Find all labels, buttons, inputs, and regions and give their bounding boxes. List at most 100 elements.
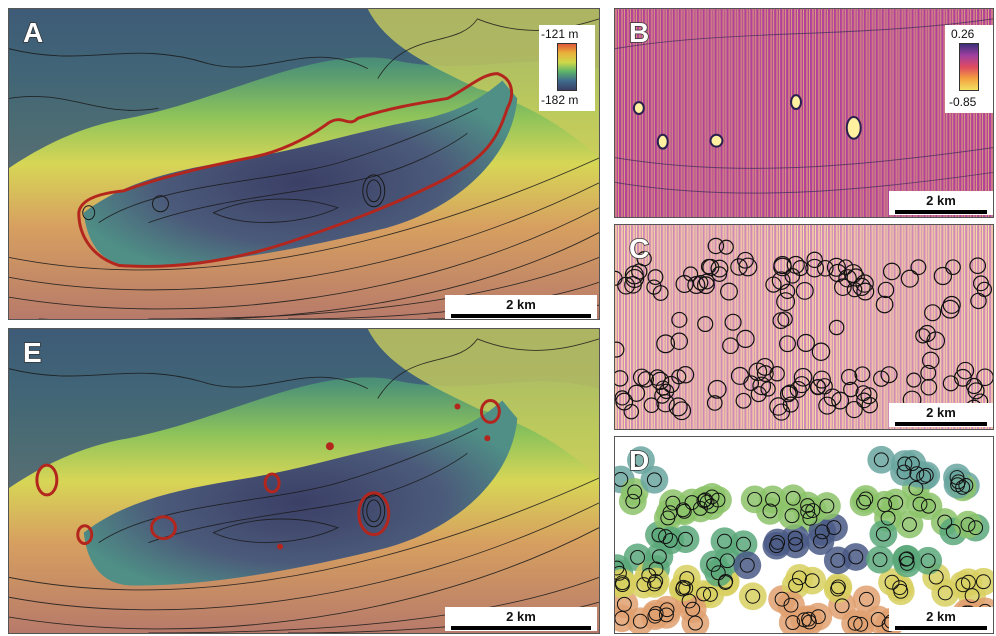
detection-circle (648, 606, 664, 622)
detection-circle (646, 472, 662, 488)
detection-circle (683, 266, 699, 282)
density-blob (704, 558, 733, 587)
detection-circle (910, 259, 927, 276)
panel-letter: E (22, 336, 42, 369)
detection-circle (834, 278, 852, 297)
detection-circle (777, 311, 793, 327)
detection-circle (788, 577, 804, 593)
detection-circle (736, 251, 754, 269)
detection-circle (647, 576, 662, 592)
detection-circle (788, 537, 804, 552)
detection-circle (658, 607, 674, 623)
detection-circle (969, 257, 987, 275)
detection-circle (924, 304, 942, 322)
detection-circle (662, 375, 680, 393)
legend-min-label: -0.85 (949, 95, 977, 109)
detection-circle (920, 553, 936, 569)
detection-circle (672, 401, 692, 421)
detection-circle (627, 484, 643, 500)
legend-max-label: -121 m (541, 27, 579, 41)
density-blob (914, 492, 943, 521)
detection-circle (933, 266, 953, 286)
detection-circle (745, 588, 761, 604)
detection-circle (787, 530, 803, 546)
detection-circle (884, 574, 900, 590)
detection-circle (852, 277, 871, 297)
detection-circle (806, 251, 823, 269)
detection-circle (646, 279, 662, 295)
density-blob (627, 446, 655, 475)
detection-circle (632, 613, 648, 629)
detection-circle (928, 569, 944, 585)
detection-circle (662, 533, 678, 548)
detection-circle (615, 565, 627, 581)
detection-circle (697, 492, 713, 508)
scale-bar-label: 2 km (926, 405, 956, 420)
detection-circle (656, 393, 675, 413)
detection-circle (805, 258, 824, 278)
detection-circle (855, 274, 874, 293)
scale-bar-line (451, 314, 591, 318)
curvature-map-b (615, 9, 993, 217)
detection-circle (975, 574, 991, 590)
detection-circle (875, 526, 891, 542)
detection-circle (615, 472, 629, 487)
detection-circle (892, 580, 908, 596)
detection-circle (730, 258, 748, 276)
detection-circle (950, 477, 966, 493)
detection-circle (942, 375, 959, 392)
detection-circle (781, 384, 799, 401)
detection-circle (692, 275, 709, 291)
density-blob (738, 582, 767, 611)
detection-circle (872, 552, 888, 568)
density-blob (710, 527, 739, 556)
scale-bar-line (895, 210, 987, 214)
scale-bar: 2 km (889, 191, 993, 215)
legend-max-label: 0.26 (951, 27, 975, 41)
legend-color-ramp (959, 43, 979, 91)
density-blob (851, 485, 880, 513)
detection-circle (724, 313, 742, 331)
detection-circle (976, 368, 993, 387)
detection-circle (877, 281, 895, 299)
scale-bar-label: 2 km (926, 193, 956, 208)
detection-circle (739, 557, 755, 573)
detection-circle (888, 495, 904, 510)
detection-circle (909, 466, 925, 482)
panel-d-density-map: D 2 km (614, 436, 994, 634)
detection-circle (676, 503, 692, 519)
detection-circle (782, 396, 799, 413)
density-blob (867, 445, 896, 474)
density-blob (678, 595, 707, 624)
detection-circle (906, 372, 922, 388)
density-blob (823, 575, 852, 603)
depth-colorbar-legend: -121 m -182 m (539, 25, 595, 111)
detection-circle (720, 282, 738, 301)
detected-features-red (35, 399, 501, 546)
scale-bar: 2 km (889, 403, 993, 427)
detection-circle (735, 392, 752, 409)
detection-circle (965, 377, 983, 395)
detection-circle (784, 508, 800, 524)
detection-circle (706, 395, 723, 411)
detection-circle (853, 616, 869, 632)
detection-circle (776, 292, 796, 312)
detection-circle (785, 490, 801, 506)
detection-circle (678, 531, 693, 547)
curvature-colorbar-legend: 0.26 -0.85 (945, 25, 993, 113)
detection-circle (615, 341, 625, 358)
scale-bar: 2 km (445, 295, 597, 319)
detection-circle (960, 574, 976, 590)
detection-circle (976, 281, 993, 297)
detection-circle (718, 239, 734, 255)
detection-circle (743, 375, 760, 391)
detection-circle (785, 615, 801, 631)
detection-circle (875, 295, 894, 314)
detection-circle (675, 275, 694, 294)
detection-circle (717, 575, 733, 590)
detection-circle (843, 381, 859, 398)
detection-circle (747, 491, 763, 507)
detection-circle (841, 368, 858, 386)
panel-letter: B (628, 16, 650, 49)
detection-circle (616, 596, 632, 612)
